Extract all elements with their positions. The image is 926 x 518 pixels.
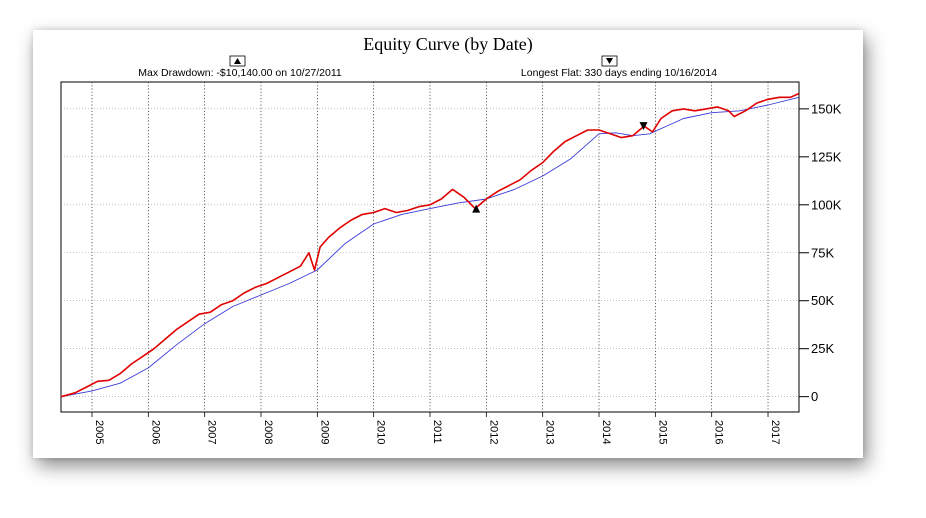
max-drawdown-label: Max Drawdown: -$10,140.00 on 10/27/2011 [138, 67, 342, 79]
chart-title: Equity Curve (by Date) [363, 34, 532, 55]
x-tick-label: 2009 [318, 420, 330, 444]
x-tick-label: 2017 [769, 420, 781, 444]
x-tick-label: 2005 [93, 420, 105, 444]
longest-flat-nav-button[interactable] [601, 55, 618, 67]
triangle-up-icon [234, 58, 241, 64]
chart-card: Equity Curve (by Date) Max Drawdown: -$1… [33, 30, 863, 458]
x-tick-label: 2013 [544, 420, 556, 444]
moving-average-line [60, 96, 800, 398]
marker-layer [472, 122, 648, 213]
y-tick-label: 100K [811, 197, 842, 212]
x-tick-label: 2010 [375, 420, 387, 444]
axis-layer: 2005 2006 2007 2008 2009 2010 2011 2012 2013 2014… [91, 101, 842, 444]
x-tick-label: 2011 [431, 420, 443, 444]
longest-flat-marker [639, 122, 648, 131]
x-tick-label: 2007 [206, 420, 218, 444]
y-tick-label: 150K [811, 101, 842, 116]
y-tick-label: 0 [811, 389, 818, 404]
y-tick-label: 50K [811, 293, 834, 308]
series-layer [60, 92, 800, 398]
equity-line [60, 92, 800, 398]
plot-area [60, 81, 800, 413]
x-tick-label: 2006 [149, 420, 161, 444]
x-tick-label: 2012 [487, 420, 499, 444]
equity-curve-chart: Equity Curve (by Date) Max Drawdown: -$1… [60, 34, 842, 444]
grid-layer [61, 82, 799, 412]
drawdown-nav-button[interactable] [229, 55, 246, 67]
x-tick-label: 2008 [262, 420, 274, 444]
y-tick-label: 75K [811, 245, 834, 260]
longest-flat-label: Longest Flat: 330 days ending 10/16/2014 [521, 67, 717, 79]
x-tick-label: 2016 [713, 420, 725, 444]
max-drawdown-marker [472, 204, 481, 213]
y-tick-label: 25K [811, 341, 834, 356]
y-tick-label: 125K [811, 149, 842, 164]
triangle-down-icon [606, 58, 613, 64]
x-tick-label: 2014 [600, 420, 612, 444]
x-tick-label: 2015 [656, 420, 668, 444]
